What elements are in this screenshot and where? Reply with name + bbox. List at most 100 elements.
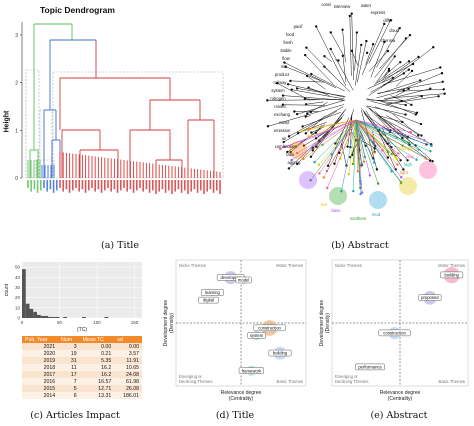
quadrant-label: Declining Themes bbox=[179, 379, 212, 384]
network-node bbox=[404, 113, 407, 116]
table-row: 2015 5 12.71 26.08 bbox=[22, 385, 142, 392]
network-node bbox=[287, 167, 291, 170]
network-edge bbox=[355, 119, 366, 158]
network-edge bbox=[379, 34, 411, 70]
panel-a-caption: (a) Title bbox=[101, 240, 139, 251]
table-cell: 2017 bbox=[22, 371, 59, 378]
network-edge bbox=[288, 84, 345, 98]
network-edge bbox=[368, 19, 391, 64]
network-node bbox=[295, 151, 299, 155]
network-edge bbox=[296, 119, 340, 165]
network-node bbox=[289, 150, 292, 154]
histogram-bar bbox=[22, 269, 26, 318]
theme-label-box bbox=[440, 271, 464, 279]
network-edge bbox=[308, 119, 357, 130]
network-node bbox=[415, 111, 419, 114]
network-label: combination bbox=[275, 144, 298, 149]
network-edge bbox=[355, 119, 361, 188]
network-edge bbox=[369, 117, 391, 133]
network-edge bbox=[382, 56, 419, 83]
network-node bbox=[322, 176, 325, 179]
x-axis-label: (TC) bbox=[77, 327, 87, 333]
network-edge bbox=[304, 98, 321, 100]
theme-label: construction bbox=[258, 325, 281, 330]
network-edge bbox=[330, 32, 344, 56]
network-label: express bbox=[371, 10, 386, 15]
network-node bbox=[443, 92, 446, 95]
cluster-box bbox=[25, 69, 40, 179]
theme-label: performance bbox=[358, 365, 382, 370]
network-node bbox=[429, 150, 432, 153]
network-node bbox=[362, 160, 366, 163]
network-node bbox=[293, 110, 296, 113]
table-cell: 2016 bbox=[22, 378, 59, 385]
network-edge bbox=[351, 13, 354, 81]
network-node bbox=[442, 88, 445, 91]
network-edge bbox=[385, 115, 422, 136]
theme-label: developing bbox=[220, 275, 241, 280]
network-node bbox=[399, 60, 402, 64]
theme-label: digital bbox=[203, 298, 214, 303]
network-node bbox=[300, 140, 303, 144]
table-cell: 2015 bbox=[22, 385, 59, 392]
network-node bbox=[371, 43, 375, 46]
network-edge bbox=[315, 117, 343, 139]
network-edge bbox=[355, 119, 397, 160]
network-node bbox=[402, 89, 406, 92]
cluster-halo bbox=[369, 191, 387, 209]
panel-e-caption: (e) Abstract bbox=[370, 410, 428, 421]
network-node bbox=[360, 162, 363, 166]
network-edge bbox=[383, 67, 441, 85]
network-node bbox=[295, 112, 299, 116]
theme-label: learning bbox=[205, 290, 221, 295]
network-node bbox=[283, 61, 286, 64]
network-edge bbox=[355, 119, 411, 133]
network-edge bbox=[297, 100, 344, 115]
network-node bbox=[359, 182, 362, 186]
dendrogram-svg: 0 1 2 3 bbox=[15, 22, 224, 194]
network-node bbox=[423, 139, 426, 142]
network-node bbox=[365, 51, 369, 55]
network-node bbox=[365, 39, 368, 43]
histogram-svg: 0 10 20 30 40 50 0 50 100 150 (TC) count bbox=[4, 262, 142, 333]
network-node bbox=[315, 145, 318, 148]
table-cell: 5.35 bbox=[79, 357, 115, 364]
network-node bbox=[310, 72, 313, 76]
cluster-box bbox=[35, 159, 55, 179]
table-cell: 16.2 bbox=[79, 371, 115, 378]
table-cell: 2018 bbox=[22, 364, 59, 371]
theme-label-box bbox=[355, 363, 385, 371]
network-edge bbox=[381, 127, 392, 148]
network-edge bbox=[368, 50, 389, 72]
network-node bbox=[386, 150, 390, 154]
table-header-cell: sd bbox=[114, 336, 142, 343]
network-label: coral bbox=[321, 2, 330, 7]
network-label: mod bbox=[372, 212, 381, 217]
network-label: emission bbox=[274, 128, 291, 133]
network-edge bbox=[291, 119, 357, 161]
y-tick-label: 50 bbox=[15, 265, 21, 270]
impact-table: Pub. Year Num Mean TC sd 2021 3 0.00 0.00 2020 1… bbox=[22, 336, 142, 399]
network-node bbox=[393, 55, 396, 58]
network-node bbox=[440, 72, 444, 75]
network-edge bbox=[291, 89, 345, 100]
network-node bbox=[358, 179, 362, 183]
network-label: aggreg bbox=[287, 160, 301, 165]
panel-d-thematic-map: Niche Themes Motor Themes Emerging or Decli… bbox=[160, 256, 310, 406]
network-node bbox=[347, 172, 350, 176]
network-edge bbox=[380, 88, 431, 102]
network-edge bbox=[306, 101, 324, 105]
network-edge bbox=[324, 56, 333, 63]
network-edge bbox=[366, 98, 406, 106]
network-node bbox=[360, 191, 364, 194]
network-edge bbox=[288, 106, 344, 137]
network-node bbox=[387, 69, 391, 73]
network-edge bbox=[330, 48, 354, 91]
network-edge bbox=[311, 126, 326, 133]
network-node bbox=[398, 26, 401, 30]
network-node bbox=[437, 95, 440, 98]
network-edge bbox=[354, 32, 358, 71]
panel-b-network: coral interview water express differ cloud che… bbox=[238, 0, 474, 236]
network-node bbox=[420, 134, 423, 137]
panel-e-thematic-map: Niche Themes Motor Themes Emerging or Decli… bbox=[316, 256, 472, 406]
